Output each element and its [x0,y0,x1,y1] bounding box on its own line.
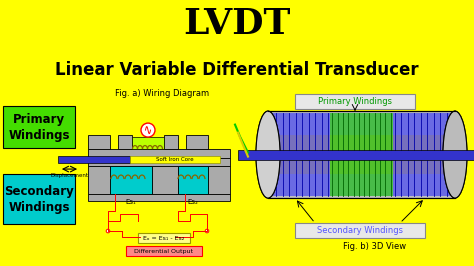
Text: Soft Iron Core: Soft Iron Core [156,157,194,162]
Ellipse shape [444,135,466,174]
Ellipse shape [443,111,467,198]
Text: Es₁: Es₁ [126,199,137,205]
Text: Fig. b) 3D View: Fig. b) 3D View [344,242,407,251]
Text: Primary
Windings: Primary Windings [8,113,70,142]
FancyBboxPatch shape [138,233,190,243]
Ellipse shape [256,111,280,198]
Circle shape [106,229,110,233]
Bar [238,149,474,160]
Text: Fig. a) Wiring Diagram: Fig. a) Wiring Diagram [115,89,209,98]
Bar [110,166,152,194]
Bar [268,113,330,196]
Bar [88,135,110,149]
Text: Differential Output: Differential Output [135,248,193,253]
Text: Eₒ = Es₁ - Es₂: Eₒ = Es₁ - Es₂ [143,235,185,240]
Ellipse shape [256,111,280,198]
Circle shape [205,229,209,233]
Bar [186,135,208,149]
FancyBboxPatch shape [126,246,202,256]
Text: Primary Windings: Primary Windings [318,97,392,106]
Bar [164,135,178,149]
Text: LVDT: LVDT [183,7,291,41]
Bar [330,113,392,196]
Bar [392,113,455,196]
Text: Displacement: Displacement [51,173,89,178]
Ellipse shape [257,135,279,174]
Bar [178,166,208,194]
Bar [88,194,230,201]
Bar [152,166,178,194]
Bar [268,111,455,198]
FancyBboxPatch shape [295,223,425,238]
Bar [88,149,230,158]
Bar [58,156,130,163]
Bar [208,166,230,194]
Bar [118,135,132,149]
Bar [268,135,455,174]
FancyBboxPatch shape [3,106,75,148]
Text: Es₂: Es₂ [188,199,199,205]
FancyBboxPatch shape [295,94,415,109]
Bar [130,156,220,163]
Text: Secondary
Windings: Secondary Windings [4,185,74,214]
Ellipse shape [443,111,467,198]
Bar [88,166,110,194]
Bar [88,158,230,166]
Bar [132,137,164,149]
Text: Linear Variable Differential Transducer: Linear Variable Differential Transducer [55,61,419,79]
Text: Secondary Windings: Secondary Windings [317,226,403,235]
FancyBboxPatch shape [3,174,75,224]
Circle shape [141,123,155,137]
